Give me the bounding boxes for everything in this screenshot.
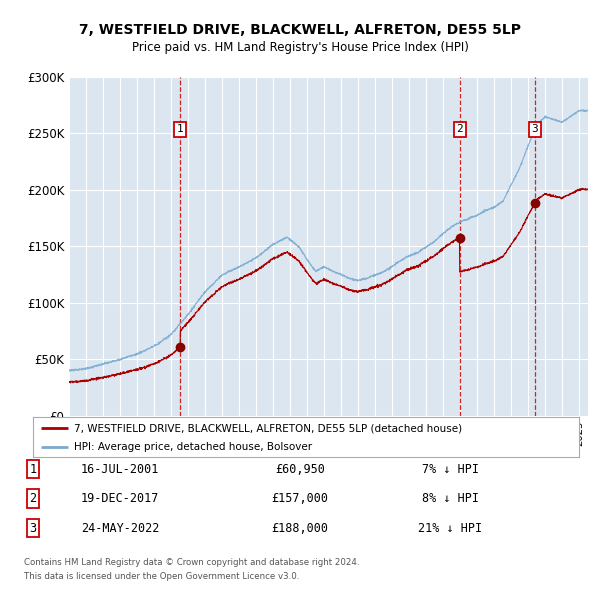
- Text: £60,950: £60,950: [275, 463, 325, 476]
- Text: 1: 1: [29, 463, 37, 476]
- Text: 8% ↓ HPI: 8% ↓ HPI: [421, 492, 479, 505]
- Text: £157,000: £157,000: [271, 492, 329, 505]
- Text: This data is licensed under the Open Government Licence v3.0.: This data is licensed under the Open Gov…: [24, 572, 299, 581]
- Text: Price paid vs. HM Land Registry's House Price Index (HPI): Price paid vs. HM Land Registry's House …: [131, 41, 469, 54]
- Text: 2: 2: [457, 124, 463, 135]
- Text: HPI: Average price, detached house, Bolsover: HPI: Average price, detached house, Bols…: [74, 442, 312, 452]
- Text: 21% ↓ HPI: 21% ↓ HPI: [418, 522, 482, 535]
- Text: 24-MAY-2022: 24-MAY-2022: [81, 522, 159, 535]
- Text: 7% ↓ HPI: 7% ↓ HPI: [421, 463, 479, 476]
- Text: 19-DEC-2017: 19-DEC-2017: [81, 492, 159, 505]
- Text: 7, WESTFIELD DRIVE, BLACKWELL, ALFRETON, DE55 5LP: 7, WESTFIELD DRIVE, BLACKWELL, ALFRETON,…: [79, 22, 521, 37]
- Text: 3: 3: [29, 522, 37, 535]
- Text: 16-JUL-2001: 16-JUL-2001: [81, 463, 159, 476]
- Text: £188,000: £188,000: [271, 522, 329, 535]
- Text: Contains HM Land Registry data © Crown copyright and database right 2024.: Contains HM Land Registry data © Crown c…: [24, 558, 359, 566]
- Text: 2: 2: [29, 492, 37, 505]
- Text: 7, WESTFIELD DRIVE, BLACKWELL, ALFRETON, DE55 5LP (detached house): 7, WESTFIELD DRIVE, BLACKWELL, ALFRETON,…: [74, 424, 462, 434]
- Text: 1: 1: [177, 124, 184, 135]
- Text: 3: 3: [532, 124, 538, 135]
